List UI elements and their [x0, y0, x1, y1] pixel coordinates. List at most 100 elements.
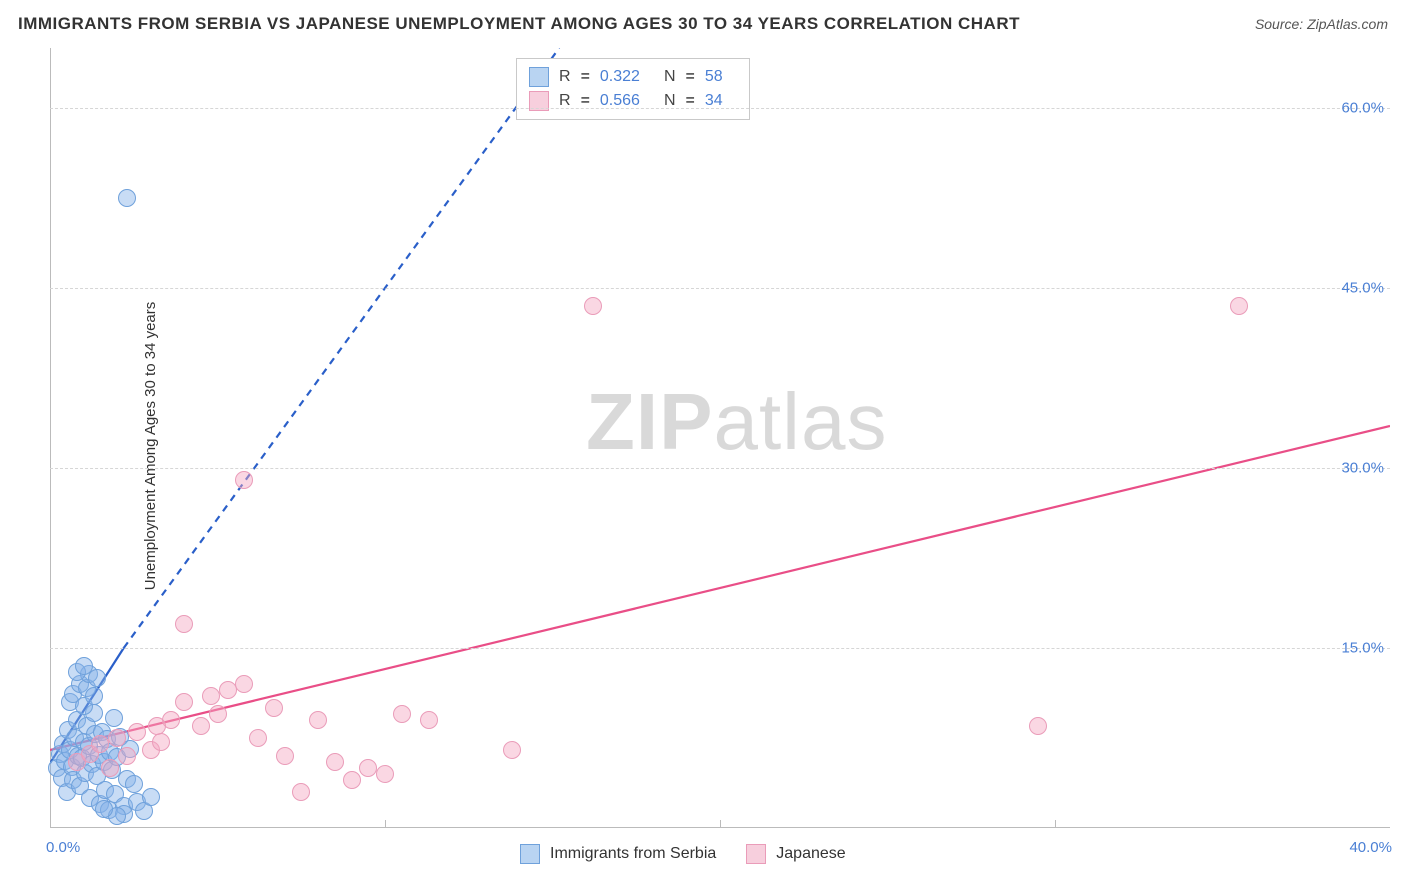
ytick-label: 60.0%: [1341, 100, 1384, 117]
correlation-legend: R=0.322N=58R=0.566N=34: [516, 58, 750, 120]
series-label-serbia: Immigrants from Serbia: [550, 845, 716, 863]
ytick-label: 15.0%: [1341, 640, 1384, 657]
grid-line: [50, 648, 1390, 649]
data-point-japanese: [1230, 297, 1248, 315]
data-point-serbia: [71, 777, 89, 795]
data-point-japanese: [128, 723, 146, 741]
data-point-serbia: [85, 704, 103, 722]
data-point-serbia: [118, 189, 136, 207]
data-point-serbia: [101, 743, 119, 761]
data-point-serbia: [61, 693, 79, 711]
data-point-serbia: [78, 717, 96, 735]
data-point-serbia: [105, 709, 123, 727]
data-point-serbia: [91, 795, 109, 813]
data-point-japanese: [108, 729, 126, 747]
data-point-japanese: [219, 681, 237, 699]
legend-eq: =: [581, 68, 590, 86]
data-point-japanese: [503, 741, 521, 759]
data-point-serbia: [93, 723, 111, 741]
data-point-serbia: [88, 767, 106, 785]
data-point-japanese: [209, 705, 227, 723]
ytick-label: 30.0%: [1341, 460, 1384, 477]
series-swatch-japanese: [746, 844, 766, 864]
data-point-serbia: [111, 728, 129, 746]
data-point-serbia: [118, 770, 136, 788]
data-point-japanese: [309, 711, 327, 729]
watermark-bold: ZIP: [586, 377, 713, 466]
ytick-label: 45.0%: [1341, 280, 1384, 297]
data-point-japanese: [175, 615, 193, 633]
regression-line-serbia-dashed: [124, 48, 560, 648]
series-swatch-serbia: [520, 844, 540, 864]
xtick-mark: [720, 820, 721, 828]
data-point-japanese: [202, 687, 220, 705]
data-point-serbia: [88, 669, 106, 687]
data-point-japanese: [584, 297, 602, 315]
y-axis-line: [50, 48, 51, 828]
data-point-japanese: [162, 711, 180, 729]
data-point-serbia: [73, 749, 91, 767]
data-point-japanese: [292, 783, 310, 801]
data-point-serbia: [81, 789, 99, 807]
data-point-serbia: [76, 764, 94, 782]
data-point-serbia: [86, 725, 104, 743]
data-point-japanese: [152, 733, 170, 751]
data-point-japanese: [91, 735, 109, 753]
legend-eq: =: [686, 68, 695, 86]
data-point-serbia: [103, 761, 121, 779]
series-legend: Immigrants from Serbia Japanese: [520, 844, 846, 864]
data-point-serbia: [64, 771, 82, 789]
data-point-serbia: [115, 805, 133, 823]
data-point-serbia: [71, 675, 89, 693]
data-point-serbia: [51, 745, 69, 763]
data-point-serbia: [128, 793, 146, 811]
data-point-serbia: [115, 797, 133, 815]
data-point-serbia: [135, 802, 153, 820]
legend-n-value-serbia: 58: [705, 68, 723, 86]
series-legend-item-japanese: Japanese: [746, 844, 845, 864]
data-point-japanese: [343, 771, 361, 789]
data-point-serbia: [95, 753, 113, 771]
data-point-serbia: [66, 729, 84, 747]
data-point-serbia: [58, 783, 76, 801]
data-point-serbia: [96, 781, 114, 799]
regression-line-serbia: [50, 648, 124, 763]
xlabel-min: 0.0%: [46, 839, 80, 856]
data-point-japanese: [1029, 717, 1047, 735]
data-point-serbia: [106, 785, 124, 803]
data-point-serbia: [59, 721, 77, 739]
data-point-serbia: [125, 775, 143, 793]
data-point-serbia: [69, 747, 87, 765]
data-point-serbia: [142, 788, 160, 806]
data-point-japanese: [265, 699, 283, 717]
grid-line: [50, 288, 1390, 289]
data-point-serbia: [83, 755, 101, 773]
data-point-japanese: [68, 753, 86, 771]
data-point-serbia: [75, 697, 93, 715]
data-point-japanese: [276, 747, 294, 765]
header-row: IMMIGRANTS FROM SERBIA VS JAPANESE UNEMP…: [18, 14, 1388, 34]
data-point-serbia: [54, 735, 72, 753]
chart-title: IMMIGRANTS FROM SERBIA VS JAPANESE UNEMP…: [18, 14, 1020, 34]
series-legend-item-serbia: Immigrants from Serbia: [520, 844, 716, 864]
regression-lines: [50, 48, 1390, 828]
watermark-rest: atlas: [713, 377, 887, 466]
data-point-japanese: [249, 729, 267, 747]
data-point-serbia: [68, 711, 86, 729]
legend-r-label: R: [559, 68, 571, 86]
data-point-japanese: [235, 675, 253, 693]
data-point-japanese: [326, 753, 344, 771]
data-point-japanese: [118, 747, 136, 765]
data-point-serbia: [53, 769, 71, 787]
data-point-serbia: [108, 807, 126, 825]
data-point-japanese: [192, 717, 210, 735]
legend-n-label: N: [664, 68, 676, 86]
data-point-serbia: [95, 800, 113, 818]
legend-row-serbia: R=0.322N=58: [529, 65, 737, 89]
data-point-serbia: [61, 741, 79, 759]
source-name: ZipAtlas.com: [1307, 16, 1388, 32]
data-point-serbia: [75, 657, 93, 675]
xtick-mark: [385, 820, 386, 828]
grid-line: [50, 108, 1390, 109]
xtick-mark: [1055, 820, 1056, 828]
